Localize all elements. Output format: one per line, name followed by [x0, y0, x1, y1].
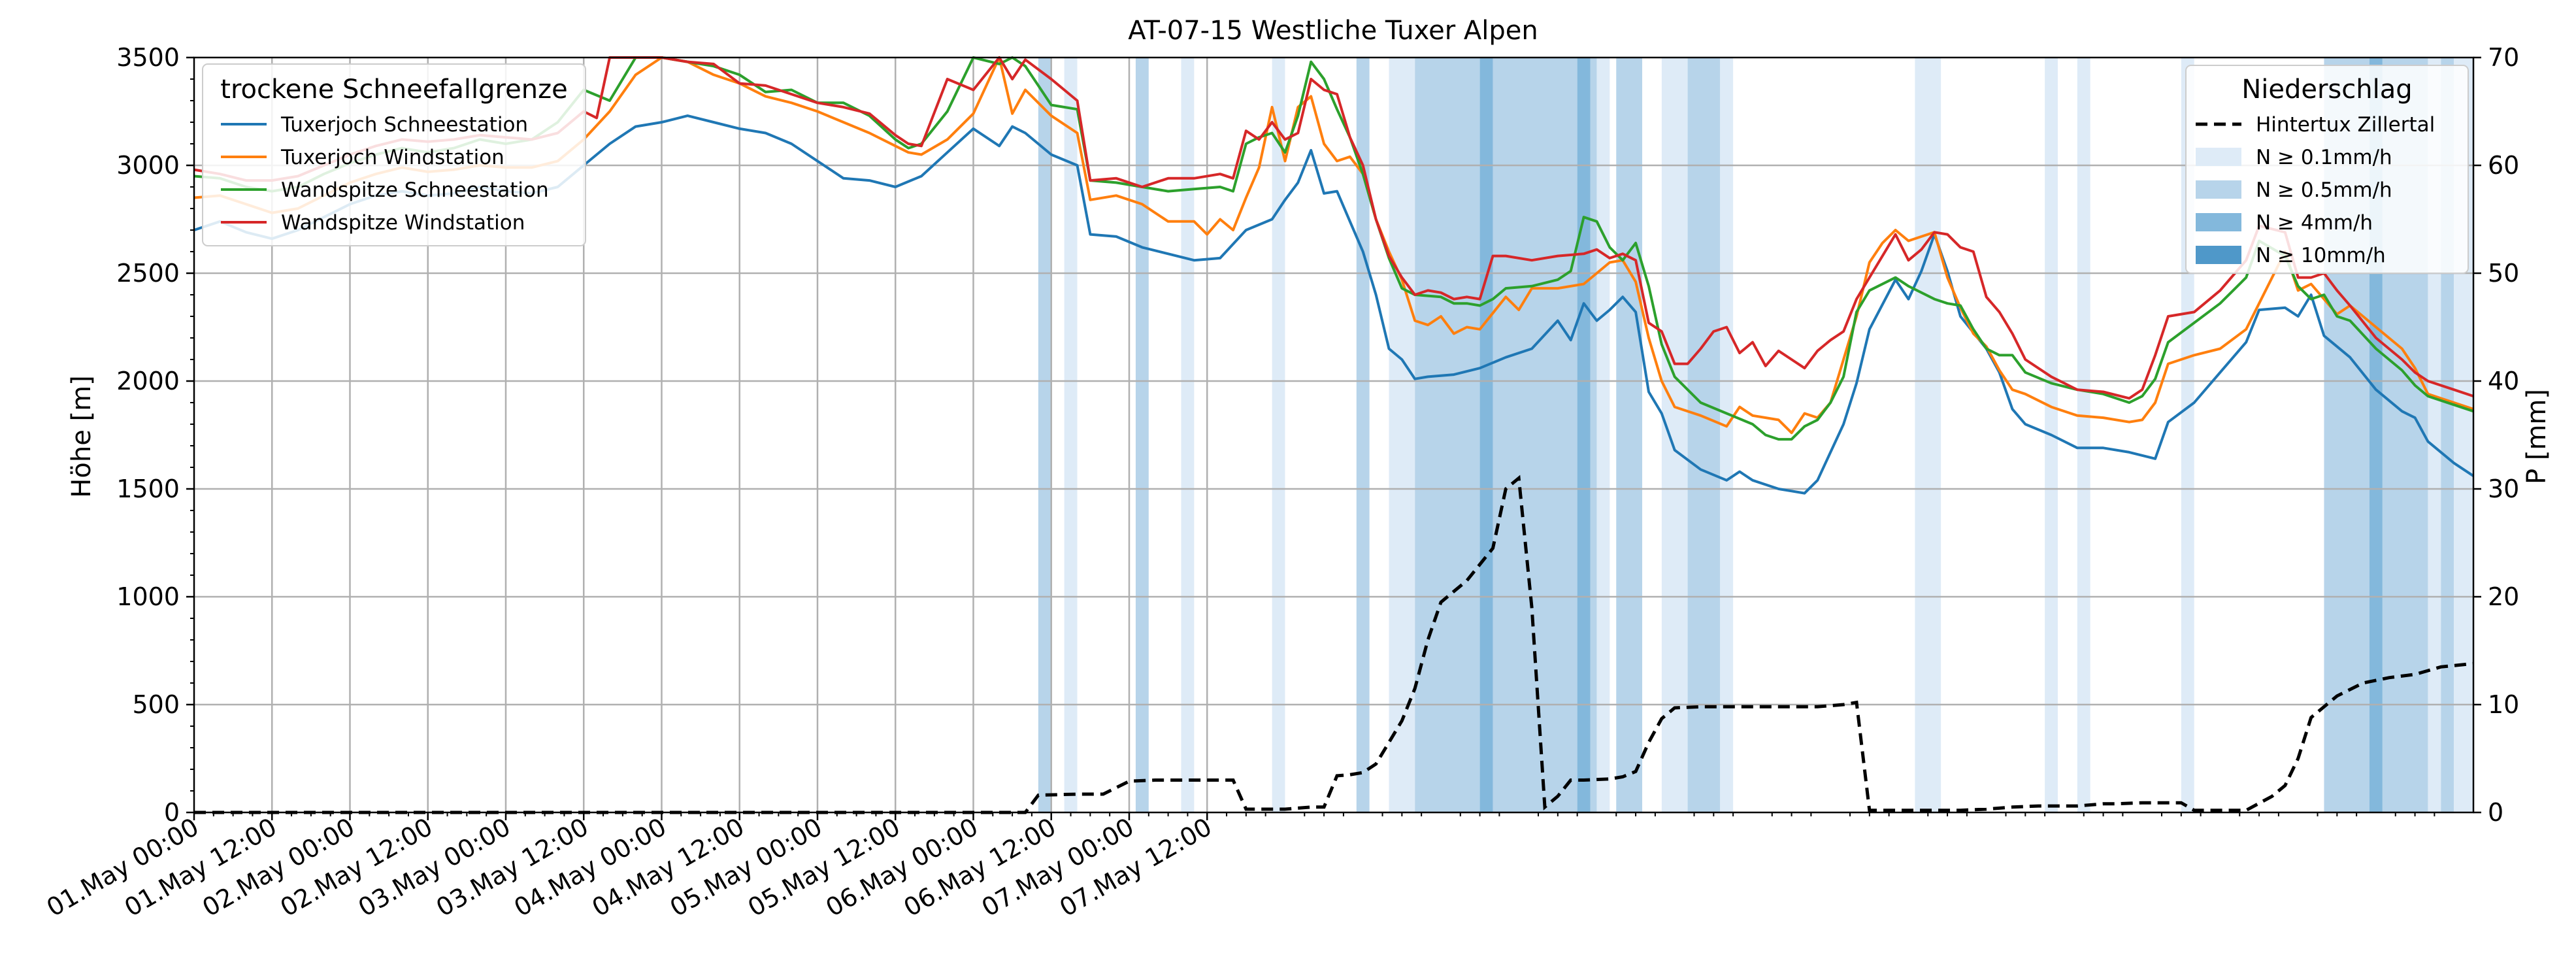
y2-tick-label-1: 10 [2488, 690, 2519, 719]
precip-band-0 [1038, 58, 1051, 812]
chart-title: AT-07-15 Westliche Tuxer Alpen [1128, 16, 1538, 46]
y2-tick-label-4: 40 [2488, 367, 2519, 395]
legend-left-title: trockene Schneefallgrenze [220, 75, 567, 105]
plot-frame [193, 56, 2475, 814]
y-tick-label-6: 3000 [116, 151, 180, 180]
series-line-3 [193, 56, 2474, 400]
legend-right-label-4: N ≥ 10mm/h [2256, 244, 2386, 267]
legend-right-label-3: N ≥ 4mm/h [2256, 211, 2373, 235]
legend-right-label-1: N ≥ 0.1mm/h [2256, 146, 2392, 169]
series-line-0 [193, 114, 2475, 495]
y2-tick-label-5: 50 [2488, 259, 2519, 288]
precip-band-12 [1596, 58, 1610, 812]
precip-band-9 [1493, 58, 1577, 812]
legend-left-label-2: Wandspitze Schneestation [281, 178, 549, 202]
legend-right: Niederschlag Hintertux Zillertal N ≥ 0.1m… [2185, 65, 2469, 274]
precip-band-4 [1272, 58, 1285, 812]
y2-tick-label-6: 60 [2488, 151, 2519, 180]
precip-band-3 [1181, 58, 1195, 812]
legend-right-label-2: N ≥ 0.5mm/h [2256, 178, 2392, 202]
y-tick-label-0: 0 [164, 798, 180, 827]
y-axis-label: Höhe [m] [67, 375, 97, 497]
series-line-2 [193, 56, 2474, 441]
precip-band-10 [1577, 58, 1591, 812]
precip-band-7 [1415, 58, 1480, 812]
legend-right-title: Niederschlag [2241, 75, 2412, 105]
y-tick-label-7: 3500 [116, 43, 180, 72]
legend-right-label-0: Hintertux Zillertal [2256, 113, 2435, 137]
precip-line-path [194, 475, 2474, 814]
y2-tick-label-7: 70 [2488, 43, 2519, 72]
precipitation-line [194, 475, 2474, 814]
legend-left-label-3: Wandspitze Windstation [281, 211, 525, 235]
precip-band-11 [1590, 58, 1597, 812]
legend-left: trockene Schneefallgrenze Tuxerjoch Schn… [202, 63, 586, 246]
precipitation-bands [1038, 58, 2473, 812]
precip-band-17 [1915, 58, 1941, 812]
legend-right-swatch-4 [2196, 246, 2241, 264]
y2-tick-label-3: 30 [2488, 475, 2519, 503]
series-line-1 [193, 56, 2474, 435]
y-tick-label-4: 2000 [116, 367, 180, 395]
legend-right-swatch-1 [2196, 148, 2241, 166]
y-tick-label-3: 1500 [116, 475, 180, 503]
y-tick-label-2: 1000 [116, 582, 180, 611]
precip-band-16 [1720, 58, 1734, 812]
legend-right-swatch-3 [2196, 213, 2241, 231]
grid-lines [194, 58, 2473, 812]
y-tick-label-5: 2500 [116, 259, 180, 288]
precip-band-2 [1135, 58, 1149, 812]
legend-right-swatch-2 [2196, 180, 2241, 199]
legend-left-label-1: Tuxerjoch Windstation [280, 146, 504, 169]
y-axis-ticks: 0 500 1000 1500 2000 2500 3000 3500 [116, 43, 194, 827]
y2-axis-label: P [mm] [2522, 389, 2552, 484]
y-tick-label-1: 500 [132, 690, 180, 719]
precip-band-14 [1661, 58, 1688, 812]
precip-band-6 [1389, 58, 1415, 812]
precip-band-1 [1064, 58, 1078, 812]
precip-band-19 [2077, 58, 2090, 812]
precip-band-15 [1687, 58, 1721, 812]
precip-band-8 [1479, 58, 1493, 812]
y2-tick-label-0: 0 [2488, 798, 2503, 827]
legend-left-label-0: Tuxerjoch Schneestation [280, 113, 528, 137]
series-lines [193, 56, 2475, 495]
precip-band-13 [1616, 58, 1643, 812]
y2-axis-ticks: 0 10 20 30 40 50 60 70 [2473, 43, 2519, 827]
axes [193, 56, 2475, 814]
y2-tick-label-2: 20 [2488, 582, 2519, 611]
